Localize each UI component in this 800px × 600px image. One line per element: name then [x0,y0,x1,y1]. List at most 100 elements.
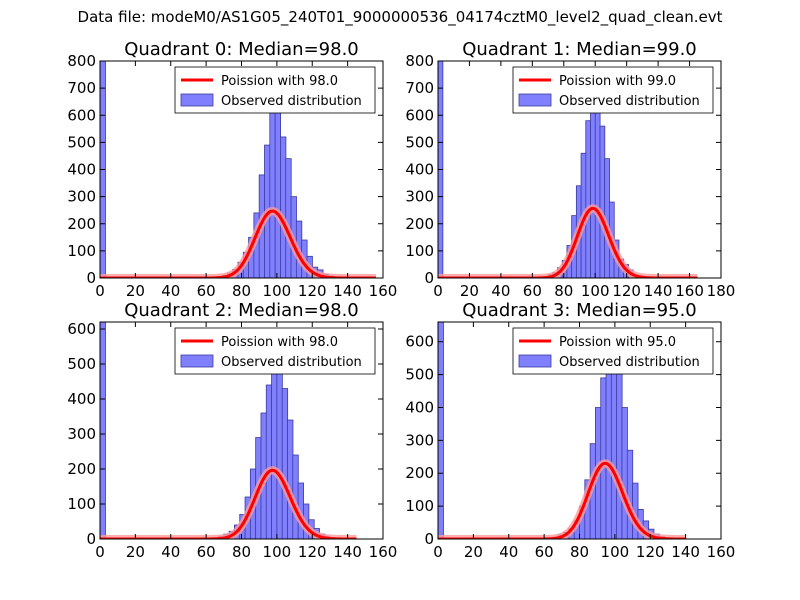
y-tick-label: 800 [67,52,96,70]
x-tick-label: 100 [601,543,630,561]
x-tick-label: 160 [675,282,704,300]
histogram-bar [276,360,283,539]
legend-label-poisson: Poission with 98.0 [221,74,338,89]
x-tick-label: 80 [232,543,251,561]
y-tick-label: 100 [405,242,434,260]
legend-bar-swatch [518,93,552,107]
legend-label-observed: Observed distribution [221,355,362,370]
histogram-bar [100,322,106,539]
x-tick-label: 140 [333,282,362,300]
y-tick-label: 100 [67,242,96,260]
histogram-bar [265,384,273,539]
histogram-bar [610,347,618,539]
y-tick-label: 400 [405,398,434,416]
poisson-curve [438,461,687,539]
poisson-curve [100,209,377,278]
panel-title: Quadrant 2: Median=98.0 [124,300,359,321]
histogram-bar [621,407,628,539]
legend-label-poisson: Poission with 95.0 [559,335,676,350]
y-tick-label: 0 [424,269,434,287]
x-tick-label: 0 [433,282,443,300]
y-tick-label: 200 [67,460,96,478]
histogram-bar [438,322,444,539]
y-tick-label: 100 [405,497,434,515]
histogram-bar [280,136,287,278]
histogram-bar [600,377,607,539]
x-tick-label: 120 [298,282,327,300]
histogram-bar [590,109,596,278]
legend-bar-swatch [180,93,214,107]
x-tick-label: 40 [491,282,510,300]
y-tick-label: 0 [424,530,434,548]
legend-label-poisson: Poission with 99.0 [559,74,676,89]
y-tick-label: 300 [67,188,96,206]
panel-quadrant-0: 0 20 40 60 80 100 120 140 160 0 100 200 300 400 500 600… [67,39,397,300]
y-tick-label: 100 [67,495,96,513]
x-tick-label: 140 [671,543,700,561]
x-tick-label: 160 [369,282,398,300]
x-tick-label: 80 [570,543,589,561]
x-tick-label: 140 [644,282,673,300]
figure-suptitle: Data file: modeM0/AS1G05_240T01_90000005… [77,8,723,26]
x-tick-label: 100 [263,543,292,561]
x-tick-label: 120 [298,543,327,561]
y-tick-label: 200 [405,464,434,482]
legend-bar-swatch [518,354,552,368]
legend: Poission with 98.0 Observed distribution [174,66,376,114]
y-tick-label: 700 [67,79,96,97]
y-tick-label: 300 [405,188,434,206]
x-tick-label: 0 [95,282,105,300]
x-tick-label: 100 [581,282,610,300]
legend-label-poisson: Poission with 98.0 [221,335,338,350]
x-tick-label: 120 [636,543,665,561]
y-tick-label: 400 [405,161,434,179]
x-tick-label: 60 [535,543,554,561]
y-tick-label: 500 [405,366,434,384]
x-tick-label: 180 [707,282,736,300]
x-tick-label: 60 [197,282,216,300]
poisson-curve [100,468,358,539]
x-tick-label: 20 [464,543,483,561]
histogram-bar [585,120,592,278]
histogram-bar [281,388,289,539]
panel-title: Quadrant 3: Median=95.0 [462,300,697,321]
y-tick-label: 600 [67,320,96,338]
x-tick-label: 20 [126,282,145,300]
x-tick-label: 60 [523,282,542,300]
panel-quadrant-1: 0 20 40 60 80 100 120 140 160 1800100200300400500… [405,39,735,300]
plot-content [100,61,380,278]
legend-label-observed: Observed distribution [221,94,362,109]
panel-quadrant-2: 0 20 40 60 80 100 120 140 160 0 100 200 300 400 500 600… [67,300,397,561]
x-tick-label: 140 [333,543,362,561]
plot-content [438,322,689,539]
legend-bar-swatch [180,354,214,368]
x-tick-label: 40 [161,282,180,300]
panel-title: Quadrant 1: Median=99.0 [462,39,697,60]
y-tick-label: 400 [67,390,96,408]
x-tick-label: 20 [126,543,145,561]
histogram-bar [285,158,292,278]
x-tick-label: 20 [460,282,479,300]
legend: Poission with 99.0 Observed distribution [512,66,714,114]
y-tick-label: 0 [86,530,96,548]
y-tick-label: 700 [405,79,434,97]
histogram-bar [271,356,278,539]
y-tick-label: 0 [86,269,96,287]
x-tick-label: 40 [499,543,518,561]
y-tick-label: 600 [67,106,96,124]
x-tick-label: 160 [707,543,736,561]
y-tick-label: 600 [405,333,434,351]
histogram-bar [287,419,294,539]
y-tick-label: 200 [405,215,434,233]
x-tick-label: 100 [263,282,292,300]
y-tick-label: 500 [405,133,434,151]
y-tick-label: 400 [67,161,96,179]
x-tick-label: 120 [612,282,641,300]
y-tick-label: 600 [405,106,434,124]
legend: Poission with 98.0 Observed distribution [174,327,376,375]
legend-label-observed: Observed distribution [559,94,700,109]
histogram-bar [616,367,623,539]
x-tick-label: 60 [197,543,216,561]
histogram-bar [599,125,606,278]
x-tick-label: 160 [369,543,398,561]
